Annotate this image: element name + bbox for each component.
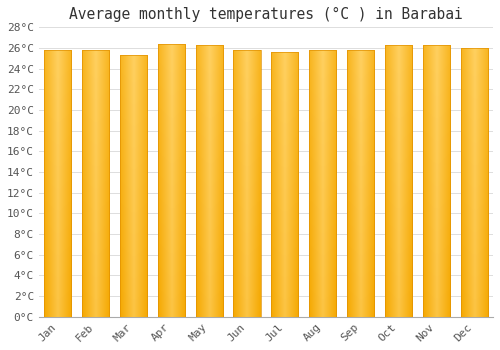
Title: Average monthly temperatures (°C ) in Barabai: Average monthly temperatures (°C ) in Ba… [69,7,463,22]
